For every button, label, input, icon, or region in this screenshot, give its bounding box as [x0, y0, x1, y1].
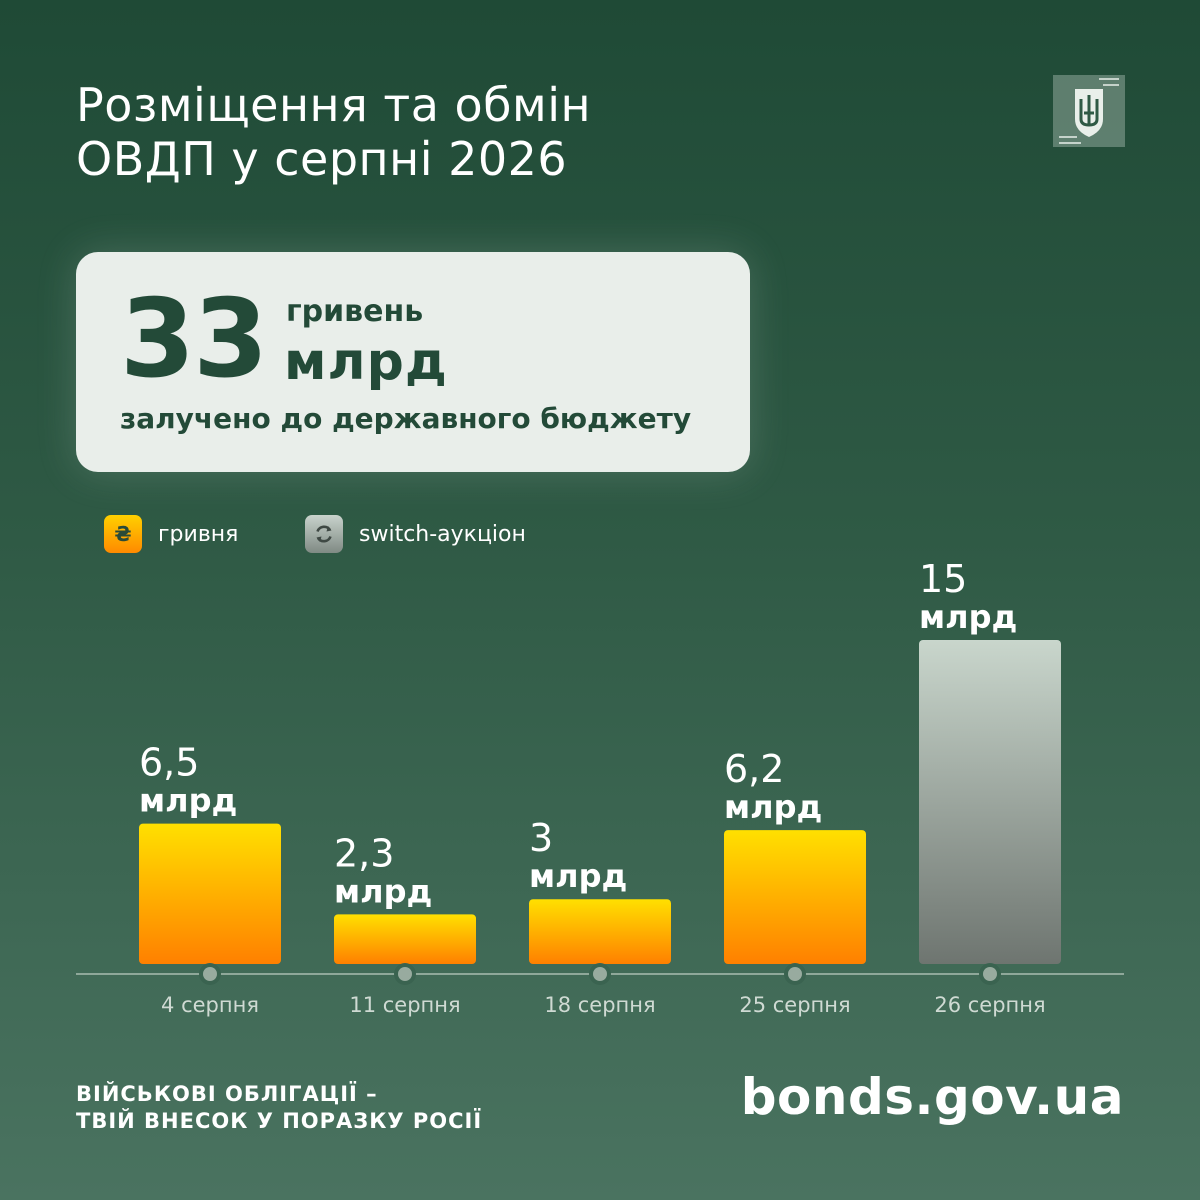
chart-bar: [529, 899, 671, 964]
footer-slogan-line-1: ВІЙСЬКОВІ ОБЛІГАЦІЇ –: [76, 1082, 378, 1106]
axis-marker: [983, 967, 997, 981]
bar-unit-label: млрд: [919, 598, 1017, 636]
legend-label-uah: гривня: [158, 521, 239, 547]
bar-unit-label: млрд: [334, 872, 432, 910]
title-line-2: ОВДП у серпні 2026: [76, 132, 568, 186]
x-tick-label: 25 серпня: [739, 993, 850, 1017]
legend-item-uah: ₴ гривня: [104, 515, 238, 553]
x-tick-label: 11 серпня: [349, 993, 460, 1017]
axis-marker: [788, 967, 802, 981]
page-title: Розміщення та обмін ОВДП у серпні 2026: [76, 78, 976, 186]
hryvnia-icon: ₴: [104, 515, 142, 553]
bar-unit-label: млрд: [724, 788, 822, 826]
tryzub-emblem-icon: [1053, 75, 1125, 147]
chart-bar: [724, 830, 866, 964]
x-tick-label: 18 серпня: [544, 993, 655, 1017]
bar-value-label: 6,2: [724, 747, 784, 791]
title-line-1: Розміщення та обмін: [76, 78, 592, 132]
legend-label-switch: switch-аукціон: [359, 521, 526, 547]
bar-value-label: 15: [919, 557, 967, 601]
footer-url: bonds.gov.ua: [740, 1068, 1124, 1126]
bar-unit-label: млрд: [529, 857, 627, 895]
footer-slogan-line-2: ТВІЙ ВНЕСОК У ПОРАЗКУ РОСІЇ: [76, 1109, 483, 1133]
bar-unit-label: млрд: [139, 782, 237, 820]
refresh-icon: [305, 515, 343, 553]
x-tick-label: 4 серпня: [161, 993, 259, 1017]
bar-value-label: 3: [529, 816, 553, 860]
footer-slogan: ВІЙСЬКОВІ ОБЛІГАЦІЇ – ТВІЙ ВНЕСОК У ПОРА…: [76, 1081, 482, 1135]
summary-unit-bottom: млрд: [284, 332, 448, 392]
chart-bar: [139, 823, 281, 964]
axis-marker: [593, 967, 607, 981]
summary-caption: залучено до державного бюджету: [120, 402, 692, 435]
summary-card: 33 гривень млрд залучено до державного б…: [76, 252, 750, 472]
x-tick-label: 26 серпня: [934, 993, 1045, 1017]
bar-value-label: 2,3: [334, 831, 394, 875]
legend-item-switch: switch-аукціон: [305, 515, 526, 553]
bar-value-label: 6,5: [139, 741, 199, 785]
axis-marker: [398, 967, 412, 981]
axis-marker: [203, 967, 217, 981]
chart-bar: [919, 640, 1061, 964]
summary-amount: 33: [120, 277, 268, 402]
summary-unit-top: гривень: [286, 294, 424, 329]
chart-bar: [334, 914, 476, 964]
